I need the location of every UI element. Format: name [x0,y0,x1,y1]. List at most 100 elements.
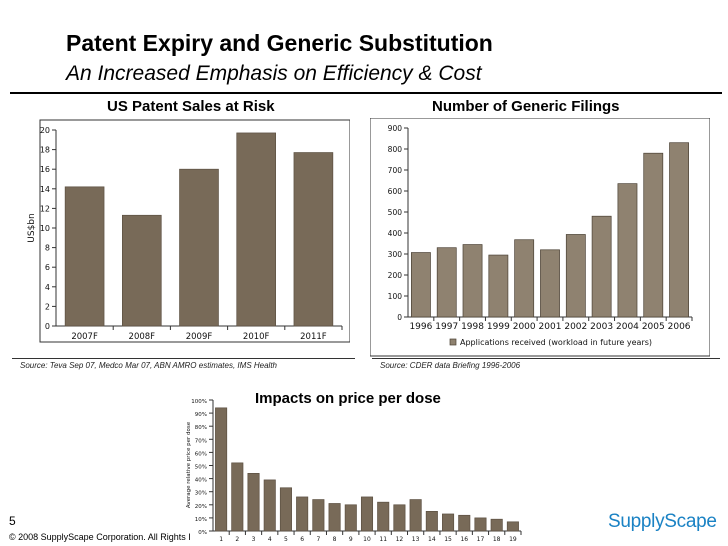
y-tick-label: 20% [195,504,207,510]
title-divider [10,92,722,94]
bar-14 [425,510,438,532]
supplyscape-logo: SupplyScape [608,511,717,532]
y-tick-label: 500 [388,208,403,217]
chart1-source: Source: Teva Sep 07, Medco Mar 07, ABN A… [20,361,277,370]
patent-sales-chart: 0 2 4 6 8 10 12 14 16 18 20 2007F 2008F 2009F 2010F 201… [27,119,350,343]
x-category-label: 2004 [616,322,639,332]
bar-2006 [669,142,689,318]
x-category-label: 7 [316,536,320,543]
x-category-label: 2001 [539,322,562,332]
bar-11 [377,501,390,532]
x-category-label: 2010F [243,332,270,342]
bar-13 [409,499,422,532]
y-tick-label: 700 [388,166,403,175]
y-tick-label: 400 [388,229,403,238]
y-tick-label: 8 [45,244,50,253]
bar-2008F [122,214,162,327]
x-category-label: 1997 [435,322,458,332]
x-category-label: 14 [428,536,436,543]
y-axis-label: US$bn [27,213,37,242]
y-tick-label: 10% [195,517,207,523]
bar-1996 [411,252,431,318]
bar-2000 [514,239,535,318]
bar-6 [296,496,309,532]
x-category-label: 19 [509,536,517,543]
x-category-label: 1 [219,536,223,543]
copyright-text: © 2008 SupplyScape Corporation. All Righ… [9,532,191,542]
y-tick-label: 20 [40,126,50,135]
bar-2004 [617,183,638,318]
bar-4 [263,479,276,532]
x-category-label: 15 [444,536,452,543]
x-category-label: 2007F [71,332,98,342]
bar-2005 [643,152,664,318]
bar-5 [279,487,292,532]
bar-16 [458,514,471,532]
x-category-label: 8 [333,536,337,543]
bar-2011F [293,152,334,327]
y-tick-label: 80% [195,425,207,431]
x-category-label: 16 [460,536,468,543]
bar-8 [328,503,341,532]
bar-1997 [436,247,457,318]
y-tick-label: 2 [45,302,50,311]
y-tick-label: 100 [388,292,403,301]
legend-swatch [449,338,457,346]
y-tick-label: 0 [397,313,402,322]
bar-18 [490,518,503,532]
bar-1998 [462,244,483,318]
y-tick-label: 18 [40,146,50,155]
x-category-label: 2009F [186,332,213,342]
x-category-label: 5 [284,536,288,543]
x-category-label: 17 [477,536,485,543]
y-tick-label: 70% [195,438,207,444]
slide-subtitle: An Increased Emphasis on Efficiency & Co… [66,62,482,85]
y-tick-label: 600 [388,187,403,196]
bar-1999 [488,254,509,318]
y-tick-label: 12 [40,204,50,213]
x-category-label: 10 [363,536,371,543]
bar-2003 [591,215,612,318]
y-tick-label: 90% [195,412,207,418]
y-tick-label: 14 [40,185,50,194]
chart2-frame [370,118,710,357]
bar-1 [215,407,228,532]
chart1-title: US Patent Sales at Risk [107,98,275,115]
y-tick-label: 0 [45,322,50,331]
legend-label: Applications received (workload in futur… [460,338,652,347]
page-number: 5 [9,514,16,528]
x-category-label: 1996 [409,322,432,332]
bar-15 [442,513,455,532]
bar-2007F [64,186,105,327]
bar-2 [231,462,244,532]
x-category-label: 2008F [129,332,156,342]
slide-title: Patent Expiry and Generic Substitution [66,30,493,56]
x-category-label: 2005 [642,322,665,332]
x-category-label: 1998 [461,322,484,332]
y-tick-label: 900 [388,124,403,133]
x-category-label: 2000 [513,322,536,332]
y-tick-label: 300 [388,250,403,259]
y-tick-label: 100% [191,399,207,405]
y-tick-label: 200 [388,271,403,280]
price-per-dose-chart: 0%10%20%30%40%50%60%70%80%90%100%1 2 3 4 5 6 7… [186,399,522,543]
bar-3 [247,473,260,532]
x-category-label: 6 [300,536,304,543]
x-category-label: 2003 [590,322,613,332]
y-tick-label: 0% [198,530,207,536]
bar-2002 [565,234,586,318]
x-category-label: 2 [235,536,239,543]
x-category-label: 3 [252,536,256,543]
y-tick-label: 4 [45,283,50,292]
bar-17 [474,517,487,532]
y-tick-label: 800 [388,145,403,154]
x-category-label: 18 [493,536,501,543]
bar-2001 [540,249,560,318]
bar-2009F [179,168,219,327]
chart1-source-box: Source: Teva Sep 07, Medco Mar 07, ABN A… [12,358,355,373]
y-tick-label: 30% [195,491,207,497]
bar-19 [506,521,519,532]
x-category-label: 2011F [300,332,327,342]
y-tick-label: 50% [195,465,207,471]
bar-2010F [236,132,276,327]
